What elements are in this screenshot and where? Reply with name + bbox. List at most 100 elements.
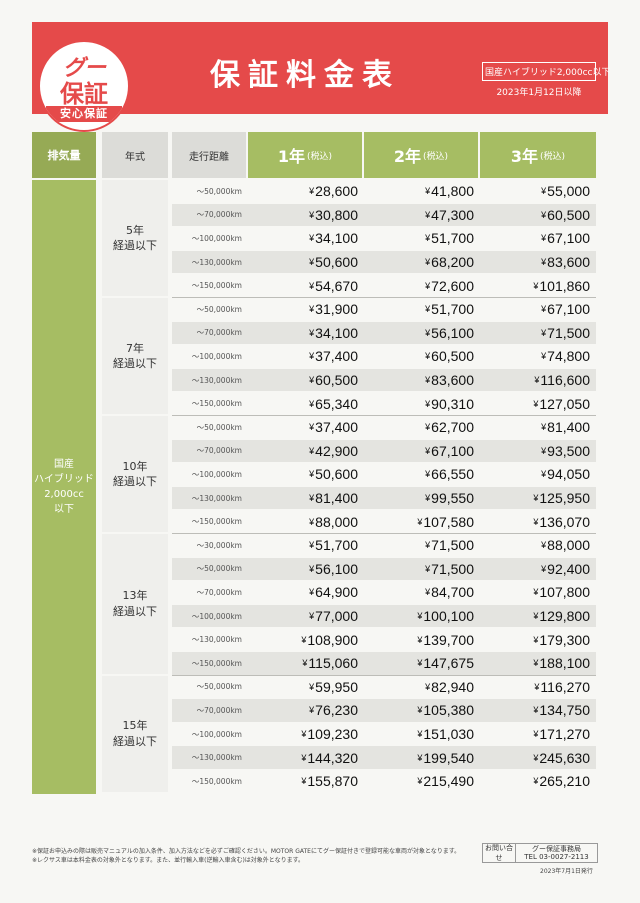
price-value: 60,500 bbox=[547, 206, 590, 223]
yen-mark: ¥ bbox=[541, 233, 547, 244]
logo-top-text: グー bbox=[62, 56, 106, 81]
mileage-cell: ～130,000km bbox=[191, 375, 242, 385]
price-value: 59,950 bbox=[315, 678, 358, 695]
price-value: 71,500 bbox=[431, 560, 474, 577]
mileage-cell: ～50,000km bbox=[196, 422, 242, 432]
price-1year: ¥108,900 bbox=[248, 628, 364, 651]
price-value: 82,940 bbox=[431, 678, 474, 695]
yen-mark: ¥ bbox=[425, 375, 431, 386]
yen-mark: ¥ bbox=[309, 611, 315, 622]
mileage-cell: ～130,000km bbox=[191, 257, 242, 267]
yen-mark: ¥ bbox=[309, 257, 315, 268]
header-note: 国産ハイブリッド2,000cc以下 2023年1月12日以降 bbox=[482, 62, 610, 98]
price-value: 74,800 bbox=[547, 348, 590, 365]
price-value: 215,490 bbox=[423, 773, 474, 790]
displacement-cell: 国産 ハイブリッド 2,000cc 以下 bbox=[32, 180, 96, 794]
table-row: ～100,000km ¥50,600 ¥66,550 ¥94,050 bbox=[172, 463, 596, 486]
yen-mark: ¥ bbox=[309, 469, 315, 480]
price-value: 68,200 bbox=[431, 254, 474, 271]
table-row: ～130,000km ¥144,320 ¥199,540 ¥245,630 bbox=[172, 746, 596, 769]
price-value: 41,800 bbox=[431, 183, 474, 200]
table-row: ～130,000km ¥108,900 ¥139,700 ¥179,300 bbox=[172, 628, 596, 651]
price-value: 107,580 bbox=[423, 513, 474, 530]
yen-mark: ¥ bbox=[425, 445, 431, 456]
price-1year: ¥50,600 bbox=[248, 251, 364, 274]
yen-mark: ¥ bbox=[425, 209, 431, 220]
price-3year: ¥67,100 bbox=[480, 298, 596, 321]
mileage-cell: ～50,000km bbox=[196, 564, 242, 574]
table-row: ～50,000km ¥31,900 ¥51,700 ¥67,100 bbox=[172, 298, 596, 321]
yen-mark: ¥ bbox=[425, 398, 431, 409]
price-value: 34,100 bbox=[315, 324, 358, 341]
price-2year: ¥82,940 bbox=[364, 676, 480, 699]
price-value: 171,270 bbox=[539, 726, 590, 743]
price-value: 71,500 bbox=[431, 537, 474, 554]
yen-mark: ¥ bbox=[533, 280, 539, 291]
table-row: ～70,000km ¥64,900 ¥84,700 ¥107,800 bbox=[172, 581, 596, 604]
price-value: 100,100 bbox=[423, 608, 474, 625]
price-value: 81,400 bbox=[315, 490, 358, 507]
price-value: 105,380 bbox=[423, 702, 474, 719]
group-divider bbox=[172, 415, 596, 416]
price-value: 108,900 bbox=[307, 631, 358, 648]
mileage-cell: ～130,000km bbox=[191, 753, 242, 763]
yen-mark: ¥ bbox=[425, 257, 431, 268]
price-value: 55,000 bbox=[547, 183, 590, 200]
contact-tel: TEL 03-0027-2113 bbox=[524, 853, 589, 861]
price-value: 30,800 bbox=[315, 206, 358, 223]
footer-note-line: ※保証お申込みの際は販売マニュアルの加入条件、加入方法などを必ずご確認ください。… bbox=[32, 848, 461, 855]
yen-mark: ¥ bbox=[541, 563, 547, 574]
price-3year: ¥101,860 bbox=[480, 274, 596, 297]
yen-mark: ¥ bbox=[309, 209, 315, 220]
yen-mark: ¥ bbox=[425, 422, 431, 433]
price-2year: ¥139,700 bbox=[364, 628, 480, 651]
price-2year: ¥71,500 bbox=[364, 558, 480, 581]
price-1year: ¥59,950 bbox=[248, 676, 364, 699]
yen-mark: ¥ bbox=[309, 375, 315, 386]
price-1year: ¥28,600 bbox=[248, 180, 364, 203]
mileage-cell: ～150,000km bbox=[191, 281, 242, 291]
price-2year: ¥51,700 bbox=[364, 298, 480, 321]
price-3year: ¥125,950 bbox=[480, 487, 596, 510]
col-1year-tax: (税込) bbox=[307, 151, 333, 162]
mileage-cell: ～130,000km bbox=[191, 493, 242, 503]
price-value: 116,270 bbox=[540, 678, 590, 695]
col-3year-label: 3年 bbox=[510, 147, 539, 166]
price-3year: ¥116,270 bbox=[480, 676, 596, 699]
price-2year: ¥47,300 bbox=[364, 204, 480, 227]
yen-mark: ¥ bbox=[417, 705, 423, 716]
price-3year: ¥94,050 bbox=[480, 463, 596, 486]
price-2year: ¥62,700 bbox=[364, 416, 480, 439]
age-line: 15年 bbox=[122, 719, 148, 733]
age-line: 7年 bbox=[126, 341, 144, 355]
mileage-cell: ～150,000km bbox=[191, 399, 242, 409]
price-value: 28,600 bbox=[315, 183, 358, 200]
price-value: 37,400 bbox=[315, 348, 358, 365]
col-1year-label: 1年 bbox=[277, 147, 306, 166]
age-group-cell: 10年 経過以下 bbox=[102, 416, 168, 532]
price-value: 51,700 bbox=[431, 301, 474, 318]
yen-mark: ¥ bbox=[417, 776, 423, 787]
price-value: 88,000 bbox=[547, 537, 590, 554]
age-line: 経過以下 bbox=[113, 239, 157, 252]
price-value: 72,600 bbox=[431, 277, 474, 294]
price-value: 83,600 bbox=[547, 254, 590, 271]
yen-mark: ¥ bbox=[301, 729, 307, 740]
table-row: ～150,000km ¥115,060 ¥147,675 ¥188,100 bbox=[172, 652, 596, 675]
mileage-cell: ～70,000km bbox=[196, 446, 242, 456]
price-1year: ¥42,900 bbox=[248, 440, 364, 463]
contact-info: グー保証事務局 TEL 03-0027-2113 bbox=[516, 845, 597, 862]
price-value: 129,800 bbox=[539, 608, 590, 625]
yen-mark: ¥ bbox=[309, 587, 315, 598]
age-line: 13年 bbox=[122, 589, 148, 603]
price-2year: ¥151,030 bbox=[364, 723, 480, 746]
price-1year: ¥155,870 bbox=[248, 770, 364, 793]
col-3year-tax: (税込) bbox=[540, 151, 566, 162]
yen-mark: ¥ bbox=[309, 280, 315, 291]
yen-mark: ¥ bbox=[541, 422, 547, 433]
issue-date: 2023年7月1日発行 bbox=[540, 868, 593, 875]
yen-mark: ¥ bbox=[541, 209, 547, 220]
yen-mark: ¥ bbox=[533, 611, 539, 622]
yen-mark: ¥ bbox=[425, 563, 431, 574]
price-1year: ¥34,100 bbox=[248, 227, 364, 250]
